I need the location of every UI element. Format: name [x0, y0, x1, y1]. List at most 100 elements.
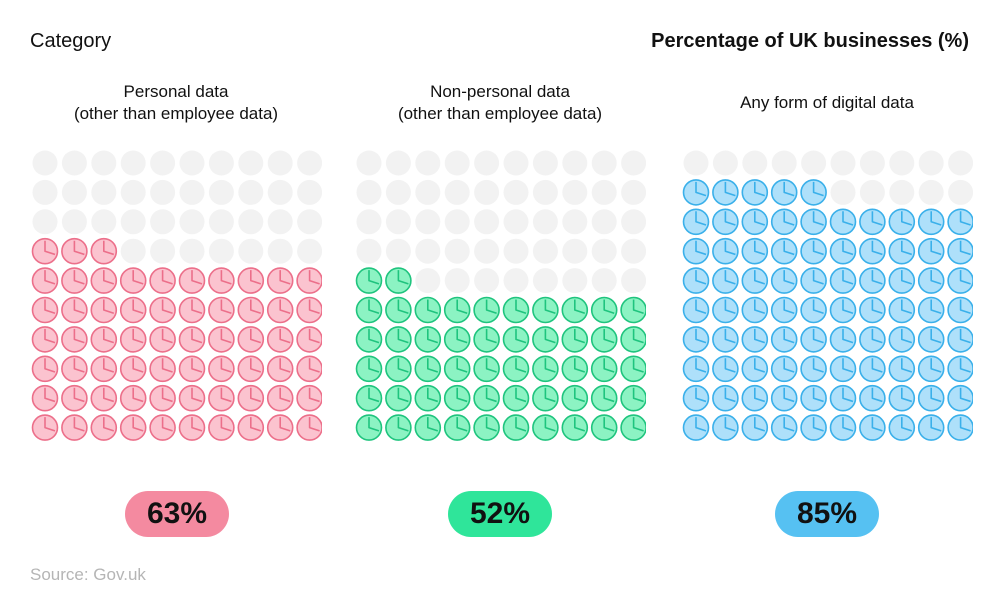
waffle-unit-filled: [178, 414, 206, 441]
waffle-unit-filled: [414, 384, 442, 412]
waffle-unit-empty: [179, 209, 205, 235]
waffle-unit-empty: [503, 209, 529, 235]
waffle-unit-empty: [238, 238, 264, 264]
waffle-unit-filled: [829, 384, 857, 412]
waffle-unit-filled: [917, 296, 945, 324]
waffle-unit-empty: [150, 150, 176, 176]
waffle-unit-empty: [32, 179, 58, 205]
waffle-unit-filled: [90, 414, 118, 441]
waffle-unit-filled: [61, 384, 88, 412]
waffle-unit-filled: [149, 267, 176, 294]
waffle-grid: [31, 150, 322, 441]
waffle-unit-filled: [620, 355, 646, 383]
waffle-unit-filled: [178, 355, 206, 383]
waffle-unit-filled: [208, 267, 235, 294]
waffle-unit-filled: [829, 296, 857, 324]
waffle-unit-filled: [800, 208, 827, 236]
waffle-unit-filled: [741, 208, 769, 236]
waffle-unit-filled: [770, 414, 798, 441]
waffle-unit-filled: [208, 384, 235, 412]
waffle-unit-filled: [800, 384, 827, 412]
waffle-unit-filled: [385, 267, 412, 294]
waffle-unit-filled: [385, 414, 412, 441]
waffle-unit-empty: [591, 209, 617, 235]
waffle-unit-empty: [61, 150, 87, 176]
waffle-unit-filled: [31, 237, 59, 265]
waffle-unit-filled: [561, 326, 589, 353]
waffle-unit-filled: [266, 326, 294, 353]
waffle-unit-filled: [712, 296, 739, 324]
waffle-unit-filled: [208, 326, 235, 353]
waffle-unit-filled: [800, 414, 827, 441]
waffle-unit-filled: [590, 414, 618, 441]
waffle-unit-filled: [414, 355, 442, 383]
waffle-unit-filled: [947, 237, 973, 265]
waffle-unit-empty: [591, 150, 617, 176]
waffle-unit-filled: [800, 296, 827, 324]
waffle-unit-filled: [770, 237, 798, 265]
waffle-unit-filled: [561, 355, 589, 383]
value-badge: 63%: [125, 491, 229, 537]
waffle-unit-filled: [90, 237, 118, 265]
waffle-unit-filled: [741, 296, 769, 324]
waffle-unit-filled: [917, 267, 945, 294]
waffle-unit-filled: [859, 414, 886, 441]
waffle-unit-filled: [917, 414, 945, 441]
waffle-unit-filled: [61, 355, 88, 383]
waffle-unit-filled: [502, 384, 530, 412]
waffle-unit-filled: [888, 326, 916, 353]
waffle-unit-filled: [61, 296, 88, 324]
waffle-unit-filled: [443, 326, 471, 353]
waffle-unit-filled: [682, 296, 710, 324]
waffle-unit-empty: [444, 209, 470, 235]
waffle-unit-filled: [385, 384, 412, 412]
waffle-unit-filled: [682, 267, 710, 294]
category-header: Category: [30, 30, 112, 52]
waffle-unit-empty: [712, 150, 738, 176]
waffle-unit-filled: [712, 355, 739, 383]
waffle-unit-empty: [356, 238, 382, 264]
waffle-unit-filled: [712, 237, 739, 265]
waffle-unit-empty: [120, 238, 146, 264]
waffle-unit-filled: [561, 384, 589, 412]
waffle-unit-empty: [562, 209, 588, 235]
waffle-unit-filled: [947, 296, 973, 324]
waffle-unit-filled: [385, 296, 412, 324]
waffle-unit-filled: [443, 414, 471, 441]
waffle-unit-empty: [150, 209, 176, 235]
waffle-unit-empty: [356, 209, 382, 235]
waffle-unit-filled: [532, 326, 559, 353]
waffle-unit-empty: [91, 150, 117, 176]
waffle-unit-filled: [90, 326, 118, 353]
waffle-unit-filled: [859, 326, 886, 353]
waffle-unit-empty: [415, 268, 441, 294]
waffle-unit-filled: [149, 355, 176, 383]
waffle-unit-filled: [266, 384, 294, 412]
waffle-unit-filled: [800, 267, 827, 294]
category-label: Non-personal data (other than employee d…: [397, 82, 603, 123]
waffle-unit-filled: [178, 296, 206, 324]
waffle-unit-empty: [61, 209, 87, 235]
waffle-unit-filled: [682, 326, 710, 353]
waffle-unit-empty: [474, 238, 500, 264]
waffle-unit-empty: [415, 209, 441, 235]
waffle-unit-filled: [682, 179, 710, 206]
waffle-unit-filled: [859, 208, 886, 236]
waffle-unit-empty: [503, 238, 529, 264]
waffle-unit-filled: [770, 384, 798, 412]
waffle-unit-filled: [888, 296, 916, 324]
waffle-unit-filled: [119, 326, 147, 353]
waffle-unit-empty: [771, 150, 797, 176]
waffle-unit-filled: [119, 384, 147, 412]
waffle-unit-empty: [385, 238, 411, 264]
waffle-unit-filled: [888, 384, 916, 412]
waffle-unit-empty: [859, 179, 885, 205]
waffle-unit-empty: [150, 179, 176, 205]
waffle-unit-filled: [620, 384, 646, 412]
waffle-unit-filled: [502, 296, 530, 324]
waffle-unit-filled: [800, 179, 827, 206]
waffle-unit-filled: [712, 326, 739, 353]
waffle-unit-filled: [888, 414, 916, 441]
waffle-unit-empty: [267, 209, 293, 235]
waffle-unit-filled: [355, 296, 383, 324]
